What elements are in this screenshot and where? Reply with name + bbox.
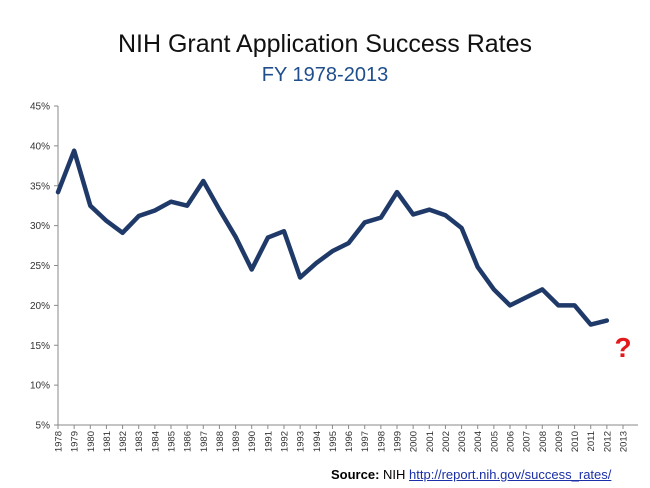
x-tick-label: 1986 bbox=[183, 431, 194, 452]
y-tick-label: 25% bbox=[30, 261, 50, 272]
x-tick-label: 1985 bbox=[167, 431, 178, 452]
x-tick-label: 2008 bbox=[538, 431, 549, 452]
x-tick-label: 1998 bbox=[376, 431, 387, 452]
x-tick-label: 1999 bbox=[393, 431, 404, 452]
question-annotation: ? bbox=[614, 332, 631, 363]
x-tick-label: 2007 bbox=[522, 431, 533, 452]
y-axis-ticks: 5% 10% 15% 20% 25% 30% 35% 40% 45% bbox=[30, 102, 58, 432]
x-tick-label: 1992 bbox=[280, 431, 291, 452]
x-tick-label: 1981 bbox=[102, 431, 113, 452]
source-label: Source: bbox=[331, 467, 380, 482]
x-tick-label: 1987 bbox=[199, 431, 210, 452]
x-tick-label: 1995 bbox=[328, 431, 339, 452]
x-tick-label: 2013 bbox=[619, 431, 630, 452]
chart-subtitle: FY 1978-2013 bbox=[261, 64, 389, 86]
series-line bbox=[55, 148, 610, 327]
x-tick-label: 1989 bbox=[231, 431, 242, 452]
x-tick-label: 2006 bbox=[506, 431, 517, 452]
x-tick-label: 1984 bbox=[150, 431, 161, 452]
x-tick-label: 1979 bbox=[70, 431, 81, 452]
y-tick-label: 45% bbox=[30, 102, 50, 113]
x-tick-label: 1996 bbox=[344, 431, 355, 452]
x-tick-label: 1980 bbox=[86, 431, 97, 452]
x-tick-label: 2002 bbox=[441, 431, 452, 452]
x-tick-label: 1994 bbox=[312, 431, 323, 452]
y-tick-label: 10% bbox=[30, 381, 50, 392]
source-note: Source: NIH http://report.nih.gov/succes… bbox=[331, 467, 611, 482]
y-tick-label: 20% bbox=[30, 301, 50, 312]
x-tick-label: 2001 bbox=[425, 431, 436, 452]
x-axis-ticks: 1978 1979 1980 1981 1982 1983 1984 1985 1986 1987… bbox=[54, 425, 630, 452]
x-tick-label: 2011 bbox=[586, 431, 597, 451]
x-tick-label: 2003 bbox=[457, 431, 468, 452]
chart-axes bbox=[57, 106, 638, 426]
x-tick-label: 1991 bbox=[263, 431, 274, 452]
x-tick-label: 2005 bbox=[489, 431, 500, 452]
y-tick-label: 40% bbox=[30, 141, 50, 152]
y-tick-label: 35% bbox=[30, 181, 50, 192]
y-tick-label: 30% bbox=[30, 221, 50, 232]
x-tick-label: 1993 bbox=[296, 431, 307, 452]
x-tick-label: 2000 bbox=[409, 431, 420, 452]
x-tick-label: 2012 bbox=[602, 431, 613, 452]
y-tick-label: 5% bbox=[36, 421, 51, 432]
series-layer bbox=[55, 148, 610, 327]
x-tick-label: 1982 bbox=[118, 431, 129, 452]
x-tick-label: 2004 bbox=[473, 431, 484, 452]
annotation-layer: ? bbox=[614, 332, 631, 363]
x-tick-label: 1988 bbox=[215, 431, 226, 452]
x-tick-label: 2009 bbox=[554, 431, 565, 452]
source-name: NIH bbox=[383, 467, 406, 482]
x-tick-label: 1990 bbox=[247, 431, 258, 452]
x-tick-label: 2010 bbox=[570, 431, 581, 452]
x-tick-label: 1978 bbox=[54, 431, 65, 452]
x-tick-label: 1997 bbox=[360, 431, 371, 452]
y-tick-label: 15% bbox=[30, 341, 50, 352]
x-tick-label: 1983 bbox=[134, 431, 145, 452]
chart-title: NIH Grant Application Success Rates bbox=[117, 30, 533, 58]
source-link[interactable]: http://report.nih.gov/success_rates/ bbox=[409, 467, 612, 482]
